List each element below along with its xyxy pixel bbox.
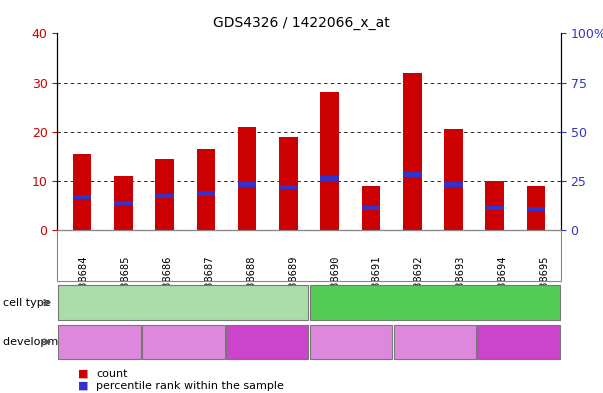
Bar [238,127,256,230]
Bar [114,176,133,230]
Text: GSM1038686: GSM1038686 [162,255,172,318]
Bar [527,207,545,211]
Text: percentile rank within the sample: percentile rank within the sample [96,381,285,391]
Text: E9.5: E9.5 [86,335,113,349]
Bar [279,185,298,189]
Bar [114,201,133,205]
Bar [197,191,215,195]
Bar [197,149,215,230]
Text: trunk muscle progenitors: trunk muscle progenitors [360,296,510,309]
Text: GSM1038694: GSM1038694 [498,255,508,318]
Text: E10.5: E10.5 [417,335,453,349]
Bar [485,206,504,210]
Text: development stage: development stage [3,337,111,347]
Text: E10.5: E10.5 [165,335,201,349]
Bar [485,181,504,230]
Text: GSM1038691: GSM1038691 [372,255,382,318]
Text: ■: ■ [78,369,89,379]
Bar [73,195,91,199]
Text: GSM1038688: GSM1038688 [246,255,256,318]
Text: count: count [96,369,128,379]
Bar [156,193,174,198]
Bar [403,73,421,230]
Bar [279,136,298,230]
Text: GSM1038689: GSM1038689 [288,255,298,318]
Text: E11.5: E11.5 [249,335,285,349]
Text: GSM1038693: GSM1038693 [456,255,466,318]
Bar [320,176,339,181]
Bar [156,159,174,230]
Bar [238,182,256,187]
Text: ■: ■ [78,381,89,391]
Bar [362,206,380,210]
Text: E9.5: E9.5 [337,335,365,349]
Text: cell type: cell type [3,298,51,308]
Bar [444,129,463,230]
Text: GSM1038692: GSM1038692 [414,255,424,318]
Text: GSM1038685: GSM1038685 [120,255,130,318]
Bar [73,154,91,230]
Bar [444,182,463,187]
Bar [320,92,339,230]
Text: GSM1038684: GSM1038684 [78,255,88,318]
Text: GSM1038695: GSM1038695 [540,255,550,318]
Bar [362,185,380,230]
Text: E11.5: E11.5 [501,335,537,349]
Bar [527,185,545,230]
Text: GSM1038690: GSM1038690 [330,255,340,318]
Bar [403,173,421,177]
Text: head muscle progenitors: head muscle progenitors [110,296,257,309]
Text: GDS4326 / 1422066_x_at: GDS4326 / 1422066_x_at [213,16,390,30]
Text: GSM1038687: GSM1038687 [204,255,214,318]
